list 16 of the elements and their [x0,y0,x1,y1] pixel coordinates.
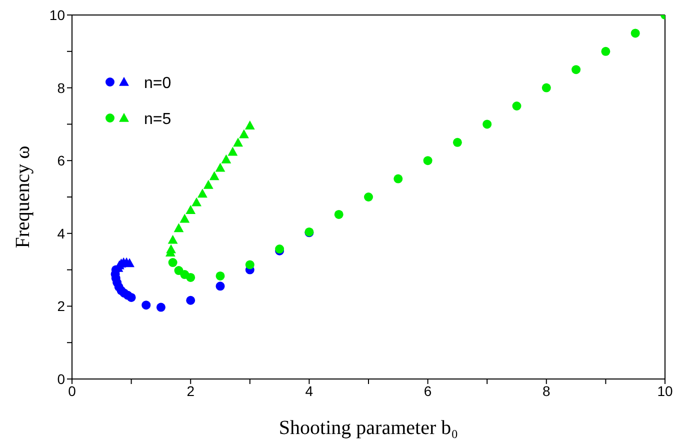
y-axis-title: Frequency ω [12,146,34,248]
x-axis-title: Shooting parameter b₀ [278,417,458,439]
legend-label: n=0 [144,75,172,92]
x-tick-label: 4 [305,382,314,399]
x-tick-label: 6 [424,382,432,399]
x-tick-label: 8 [542,382,550,399]
legend-label: n=5 [144,111,172,128]
y-tick-label: 0 [57,370,66,387]
y-tick-label: 2 [57,298,66,314]
y-tick-label: 4 [57,225,66,242]
y-tick-label: 10 [49,6,66,23]
y-tick-label: 8 [57,80,66,96]
x-tick-label: 10 [657,382,673,399]
y-tick-label: 6 [57,152,66,169]
x-tick-label: 0 [68,382,76,399]
x-tick-label: 2 [186,382,195,399]
